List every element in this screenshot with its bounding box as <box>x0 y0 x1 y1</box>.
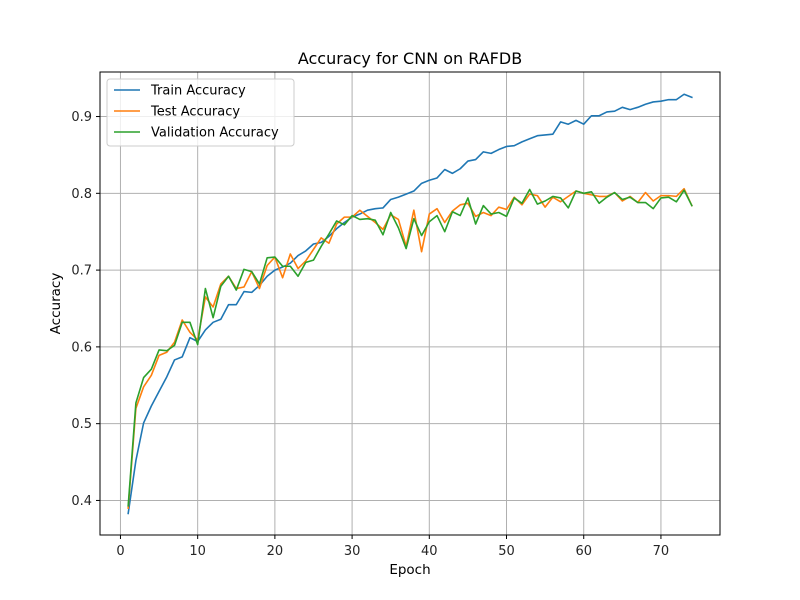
x-axis-ticks: 0 10 20 30 40 50 60 70 <box>116 535 669 559</box>
x-tick-label: 0 <box>116 544 124 559</box>
chart-title: Accuracy for CNN on RAFDB <box>298 49 522 68</box>
x-tick-label: 20 <box>267 544 284 559</box>
x-tick-label: 50 <box>498 544 515 559</box>
legend-label: Validation Accuracy <box>151 126 279 141</box>
x-tick-label: 30 <box>344 544 361 559</box>
y-tick-label: 0.8 <box>71 187 92 202</box>
legend-label: Train Accuracy <box>150 84 246 99</box>
series-line-train-accuracy <box>127 93 693 515</box>
grid <box>100 72 720 535</box>
legend-box <box>106 78 295 147</box>
y-tick-label: 0.6 <box>71 340 92 355</box>
y-tick-label: 0.4 <box>71 494 92 509</box>
y-tick-label: 0.5 <box>71 417 92 432</box>
series-lines <box>127 93 693 515</box>
x-tick-label: 60 <box>575 544 592 559</box>
legend: Train Accuracy Test Accuracy Validation Ac… <box>106 78 295 147</box>
y-axis-ticks: 0.4 0.5 0.6 0.7 0.8 0.9 <box>71 110 100 509</box>
x-axis-title: Epoch <box>389 562 430 578</box>
plot-frame <box>99 71 721 536</box>
y-tick-label: 0.9 <box>71 110 92 125</box>
series-line-test-accuracy <box>127 187 693 509</box>
x-tick-label: 70 <box>653 544 670 559</box>
legend-entries: Train Accuracy Test Accuracy Validation Ac… <box>114 84 279 141</box>
x-tick-label: 40 <box>421 544 438 559</box>
y-tick-label: 0.7 <box>71 264 92 279</box>
y-axis-title: Accuracy <box>48 273 64 335</box>
series-line-validation-accuracy <box>127 188 693 507</box>
x-tick-label: 10 <box>189 544 206 559</box>
legend-label: Test Accuracy <box>150 105 240 120</box>
